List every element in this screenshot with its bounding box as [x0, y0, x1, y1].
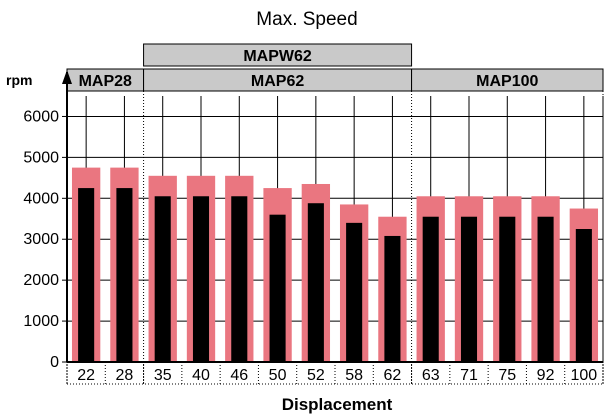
- group-header-map100: [411, 68, 604, 92]
- x-tick-label-71: 71: [460, 367, 478, 384]
- group-label-map100: MAP100: [476, 73, 538, 90]
- y-tick-label-4000: 4000: [23, 190, 59, 207]
- x-tick-label-52: 52: [307, 367, 325, 384]
- x-tick-label-75: 75: [498, 367, 516, 384]
- x-tick-label-40: 40: [192, 367, 210, 384]
- x-axis-label: Displacement: [282, 395, 393, 414]
- bar-series2-71: [460, 216, 478, 362]
- grid-layer: [67, 96, 604, 362]
- bar-series2-62: [384, 235, 401, 362]
- bar-series2-63: [422, 216, 439, 362]
- group-label-map28: MAP28: [79, 73, 132, 90]
- bar-series2-52: [307, 203, 324, 362]
- group-label-mapw62: MAPW62: [243, 48, 312, 65]
- tick-label-layer: 0 1000 2000 3000 4000 5000 6000 22 28 35 40 46 50 52 5…: [23, 108, 597, 384]
- bar-series2-92: [537, 216, 554, 362]
- y-axis-label: rpm: [6, 72, 32, 88]
- bar-layer: [71, 167, 599, 362]
- y-tick-label-1000: 1000: [23, 313, 59, 330]
- bar-series2-22: [78, 188, 95, 362]
- x-tick-label-63: 63: [422, 367, 440, 384]
- axis-layer: [62, 70, 603, 363]
- y-tick-label-2000: 2000: [23, 272, 59, 289]
- x-tick-label-92: 92: [537, 367, 555, 384]
- x-tick-label-100: 100: [571, 367, 598, 384]
- x-tick-label-35: 35: [154, 367, 172, 384]
- x-tick-label-50: 50: [269, 367, 287, 384]
- x-tick-label-58: 58: [345, 367, 363, 384]
- x-tick-label-62: 62: [384, 367, 402, 384]
- bar-series2-35: [154, 196, 171, 362]
- group-header-layer: MAP28 MAP62 MAP100 MAPW62: [66, 43, 604, 385]
- y-axis-arrow: [62, 70, 72, 84]
- y-tick-label-0: 0: [50, 354, 59, 371]
- x-tick-label-22: 22: [77, 367, 95, 384]
- bar-series2-58: [346, 222, 363, 362]
- y-tick-label-3000: 3000: [23, 231, 59, 248]
- y-tick-label-6000: 6000: [23, 108, 59, 125]
- bar-series2-40: [192, 196, 210, 362]
- chart-title: Max. Speed: [256, 9, 357, 30]
- bar-series2-50: [269, 214, 286, 362]
- group-header-mapw62: [143, 43, 413, 67]
- bar-series2-46: [231, 196, 248, 362]
- bar-series2-100: [575, 229, 592, 362]
- bar-series2-75: [499, 216, 516, 362]
- x-tick-label-28: 28: [116, 367, 134, 384]
- y-tick-label-5000: 5000: [23, 149, 59, 166]
- x-tick-label-46: 46: [230, 367, 248, 384]
- bar-series2-28: [116, 188, 133, 362]
- group-label-map62: MAP62: [251, 73, 304, 90]
